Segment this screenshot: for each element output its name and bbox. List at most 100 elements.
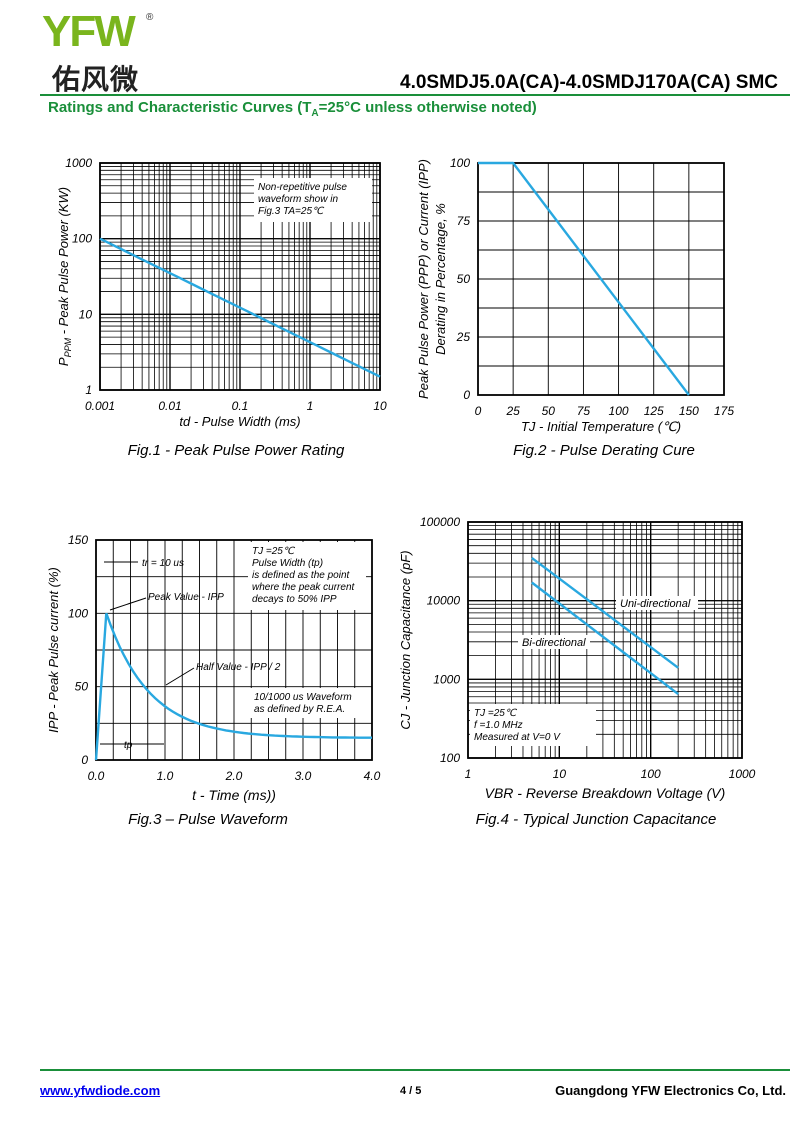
y-tick-label: 75 (457, 214, 471, 228)
plot-frame (99, 162, 381, 391)
x-tick-label: 3.0 (295, 769, 312, 783)
subtitle-text-1: Ratings and Characteristic Curves (T (48, 99, 312, 116)
fig3-caption: Fig.3 – Pulse Waveform (128, 811, 288, 828)
y-tick-label: 50 (75, 680, 89, 694)
footer-rule (40, 1069, 790, 1071)
fig3-note-bg (248, 542, 366, 610)
x-tick-label: 1000 (729, 767, 756, 781)
fig3-note-line: decays to 50% IPP (252, 594, 337, 605)
fig1-caption: Fig.1 - Peak Pulse Power Rating (128, 442, 345, 459)
x-tick-label: 1.0 (157, 769, 174, 783)
fig4-ylabel: CJ - Junction Capacitance (pF) (398, 550, 413, 729)
fig2-caption: Fig.2 - Pulse Derating Cure (513, 442, 695, 459)
y-tick-label: 1000 (433, 672, 460, 686)
y-tick-label: 1 (85, 383, 92, 397)
fig3-note-line: Pulse Width (tp) (252, 558, 323, 569)
peak-pointer (109, 597, 147, 611)
plot-frame (467, 521, 743, 759)
bi-label-bg (518, 635, 590, 649)
plot-frame (95, 539, 373, 761)
fig2-ylabel-2: Derating in Percentage, % (433, 203, 448, 355)
fig1-xlabel: td - Pulse Width (ms) (179, 414, 300, 429)
logo-chinese-name: 佑风微 (52, 64, 140, 95)
fig1-annotation-bg (254, 178, 372, 222)
bi-directional-label: Bi-directional (522, 637, 586, 649)
half-label: Half Value - IPP / 2 (196, 662, 281, 673)
y-tick-label: 10 (79, 307, 93, 321)
y-tick-label: 100 (68, 606, 88, 620)
capacitance-curve (531, 581, 679, 696)
x-tick-label: 1 (465, 767, 472, 781)
fig3-note-line: TJ =25℃ (252, 546, 296, 557)
x-tick-label: 0.01 (158, 399, 181, 413)
brand-logo: YFW (42, 7, 136, 56)
fig3-wave-note-bg (250, 688, 366, 718)
company-name: Guangdong YFW Electronics Co, Ltd. (555, 1083, 786, 1098)
tp-label: tp (124, 740, 133, 751)
x-tick-label: 2.0 (225, 769, 243, 783)
fig1-annotation-line: waveform show in (258, 194, 338, 205)
fig4-xlabel: VBR - Reverse Breakdown Voltage (V) (485, 785, 726, 801)
half-pointer (165, 667, 195, 686)
uni-directional-label: Uni-directional (620, 598, 691, 610)
pulse-waveform-curve (94, 612, 372, 761)
y-tick-label: 25 (456, 330, 471, 344)
y-tick-label: 150 (68, 533, 88, 547)
logo-text: YFW (42, 7, 136, 56)
fig3-ylabel: IPP - Peak Pulse current (%) (46, 567, 61, 733)
document-title: 4.0SMDJ5.0A(CA)-4.0SMDJ170A(CA) SMC (400, 72, 778, 93)
header-rule (40, 94, 790, 96)
fig4-note-line: Measured at V=0 V (474, 732, 561, 743)
fig4-caption: Fig.4 - Typical Junction Capacitance (476, 811, 717, 828)
fig3-note-line: where the peak current (252, 582, 356, 593)
x-tick-label: 75 (577, 404, 591, 418)
fig4-note-line: f =1.0 MHz (474, 720, 523, 731)
y-tick-label: 100000 (420, 515, 460, 529)
fig3-wave-note-line: as defined by R.E.A. (254, 704, 345, 715)
uni-label-bg (616, 596, 698, 610)
capacitance-curve (531, 556, 679, 669)
x-tick-label: 10 (553, 767, 567, 781)
fig4-note-bg (470, 704, 596, 746)
subtitle-subscript: A (311, 108, 319, 119)
x-tick-label: 175 (714, 404, 734, 418)
x-tick-label: 100 (609, 404, 629, 418)
x-tick-label: 0 (475, 404, 482, 418)
x-tick-label: 4.0 (364, 769, 381, 783)
fig3-note-line: is defined as the point (252, 570, 351, 581)
page-number: 4 / 5 (400, 1085, 422, 1097)
y-tick-label: 1000 (65, 156, 92, 170)
subtitle-text-2: =25°C unless otherwise noted) (318, 99, 537, 116)
fig1-annotation-line: Non-repetitive pulse (258, 182, 347, 193)
fig2-ylabel-1: Peak Pulse Power (PPP) or Current (IPP) (416, 159, 431, 399)
power-rating-curve (99, 237, 381, 378)
x-tick-label: 0.0 (88, 769, 105, 783)
x-tick-label: 100 (641, 767, 661, 781)
x-tick-label: 10 (373, 399, 387, 413)
fig1-ylabel-post: - Peak Pulse Power (KW) (56, 187, 71, 338)
peak-label: Peak Value - IPP (148, 592, 224, 603)
y-tick-label: 100 (440, 751, 460, 765)
y-tick-label: 100 (72, 232, 92, 246)
x-tick-label: 150 (679, 404, 699, 418)
y-tick-label: 100 (450, 156, 470, 170)
derating-curve (478, 161, 690, 396)
x-tick-label: 50 (542, 404, 556, 418)
fig3-wave-note-line: 10/1000 us Waveform (254, 692, 352, 703)
x-tick-label: 0.1 (232, 399, 249, 413)
fig3-xlabel: t - Time (ms)) (192, 787, 276, 803)
registered-mark: ® (146, 12, 154, 23)
x-tick-label: 25 (505, 404, 520, 418)
fig2-xlabel: TJ - Initial Temperature (℃) (521, 419, 681, 434)
section-subtitle: Ratings and Characteristic Curves (TA=25… (48, 99, 537, 119)
y-tick-label: 50 (457, 272, 471, 286)
fig4-note-line: TJ =25℃ (474, 708, 518, 719)
y-tick-label: 0 (463, 388, 470, 402)
fig1-annotation-line: Fig.3 TA=25℃ (258, 206, 325, 217)
x-tick-label: 1 (307, 399, 314, 413)
plot-frame (477, 162, 725, 396)
fig1-ylabel-sub: PPM (63, 337, 73, 357)
website-link[interactable]: www.yfwdiode.com (40, 1083, 161, 1098)
y-tick-label: 0 (81, 753, 88, 767)
